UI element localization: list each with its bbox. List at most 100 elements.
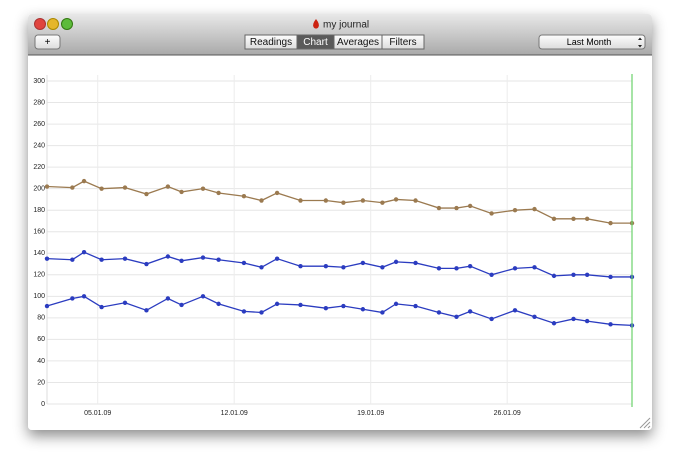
data-point bbox=[571, 316, 576, 322]
data-point bbox=[179, 302, 184, 308]
data-point bbox=[436, 205, 442, 211]
data-point bbox=[81, 178, 87, 184]
y-tick-label: 0 bbox=[41, 401, 45, 408]
data-point bbox=[489, 211, 494, 216]
segment-label: Filters bbox=[389, 37, 416, 48]
data-point bbox=[380, 265, 385, 270]
data-point bbox=[274, 190, 280, 196]
data-point bbox=[551, 273, 557, 279]
y-tick-label: 260 bbox=[33, 121, 45, 128]
y-tick-label: 20 bbox=[37, 379, 45, 386]
data-point bbox=[179, 258, 184, 264]
y-tick-label: 120 bbox=[33, 272, 45, 279]
data-point bbox=[259, 265, 264, 270]
data-point bbox=[584, 318, 590, 324]
data-point bbox=[512, 208, 518, 213]
data-point bbox=[165, 296, 171, 301]
data-point bbox=[200, 294, 206, 299]
y-tick-label: 220 bbox=[33, 164, 45, 171]
data-point bbox=[241, 260, 247, 266]
resize-grip bbox=[639, 417, 651, 429]
segment-label: Chart bbox=[303, 37, 328, 48]
data-point bbox=[532, 265, 537, 270]
data-point bbox=[413, 198, 418, 203]
popup-arrows bbox=[638, 37, 642, 48]
data-point bbox=[380, 310, 385, 315]
data-point bbox=[44, 256, 50, 261]
data-point bbox=[144, 191, 149, 197]
data-point bbox=[99, 186, 104, 191]
data-point bbox=[179, 189, 184, 195]
data-point bbox=[70, 257, 75, 262]
data-point bbox=[467, 203, 473, 209]
data-point bbox=[341, 303, 346, 309]
data-point bbox=[393, 259, 399, 265]
window-frame bbox=[28, 14, 652, 430]
data-point bbox=[608, 322, 613, 327]
data-point bbox=[608, 220, 613, 226]
data-point bbox=[165, 184, 171, 189]
data-point bbox=[144, 308, 149, 313]
data-point bbox=[571, 272, 576, 277]
data-point bbox=[165, 254, 171, 259]
data-point bbox=[393, 197, 399, 202]
data-point bbox=[298, 198, 303, 203]
data-point bbox=[413, 303, 418, 309]
data-point bbox=[360, 260, 366, 266]
minimize-button[interactable] bbox=[47, 18, 59, 30]
y-tick-label: 40 bbox=[37, 358, 45, 365]
data-point bbox=[584, 216, 590, 222]
add-button[interactable] bbox=[34, 34, 61, 50]
x-tick-label: 26.01.09 bbox=[494, 410, 521, 417]
data-point bbox=[532, 206, 537, 212]
data-point bbox=[122, 185, 128, 190]
data-point bbox=[241, 309, 247, 314]
data-point bbox=[216, 190, 221, 196]
window: my journal + Readings Chart Averages Filter… bbox=[28, 14, 652, 430]
segment[interactable] bbox=[381, 34, 425, 50]
x-tick-label: 05.01.09 bbox=[84, 410, 111, 417]
data-point bbox=[298, 302, 303, 308]
data-point bbox=[274, 301, 280, 307]
window-title: my journal bbox=[323, 20, 369, 31]
data-point bbox=[512, 266, 518, 271]
period-popup[interactable] bbox=[538, 34, 646, 50]
close-button[interactable] bbox=[34, 18, 46, 30]
zoom-button[interactable] bbox=[61, 18, 73, 30]
data-point bbox=[200, 186, 206, 191]
data-point bbox=[216, 301, 221, 307]
y-tick-label: 280 bbox=[33, 99, 45, 106]
y-tick-label: 100 bbox=[33, 293, 45, 300]
y-tick-label: 80 bbox=[37, 315, 45, 322]
data-point bbox=[608, 274, 613, 280]
data-point bbox=[259, 310, 264, 315]
data-point bbox=[99, 304, 104, 310]
data-point bbox=[44, 303, 50, 309]
data-point bbox=[259, 198, 264, 203]
data-point bbox=[341, 200, 346, 205]
data-point bbox=[584, 272, 590, 277]
data-point bbox=[323, 263, 329, 269]
add-button-label: + bbox=[45, 37, 51, 48]
data-point bbox=[532, 314, 537, 319]
data-point bbox=[489, 316, 494, 322]
data-point bbox=[122, 300, 128, 305]
data-point bbox=[436, 266, 442, 271]
data-point bbox=[241, 194, 247, 199]
data-point bbox=[436, 310, 442, 315]
data-point bbox=[454, 266, 459, 271]
x-tick-label: 12.01.09 bbox=[221, 410, 248, 417]
data-point bbox=[99, 257, 104, 262]
data-point bbox=[489, 272, 494, 277]
segment-label: Readings bbox=[250, 37, 292, 48]
data-point bbox=[360, 307, 366, 312]
app-icon bbox=[313, 19, 319, 29]
data-point bbox=[512, 308, 518, 313]
data-point bbox=[122, 256, 128, 261]
data-point bbox=[144, 261, 149, 267]
y-tick-label: 140 bbox=[33, 250, 45, 257]
chart: 0 20 40 60 80 100 120 140 160 180 200 220 240 260 280 3… bbox=[33, 75, 635, 417]
y-tick-label: 300 bbox=[33, 78, 45, 85]
data-point bbox=[454, 314, 459, 319]
y-tick-label: 60 bbox=[37, 336, 45, 343]
